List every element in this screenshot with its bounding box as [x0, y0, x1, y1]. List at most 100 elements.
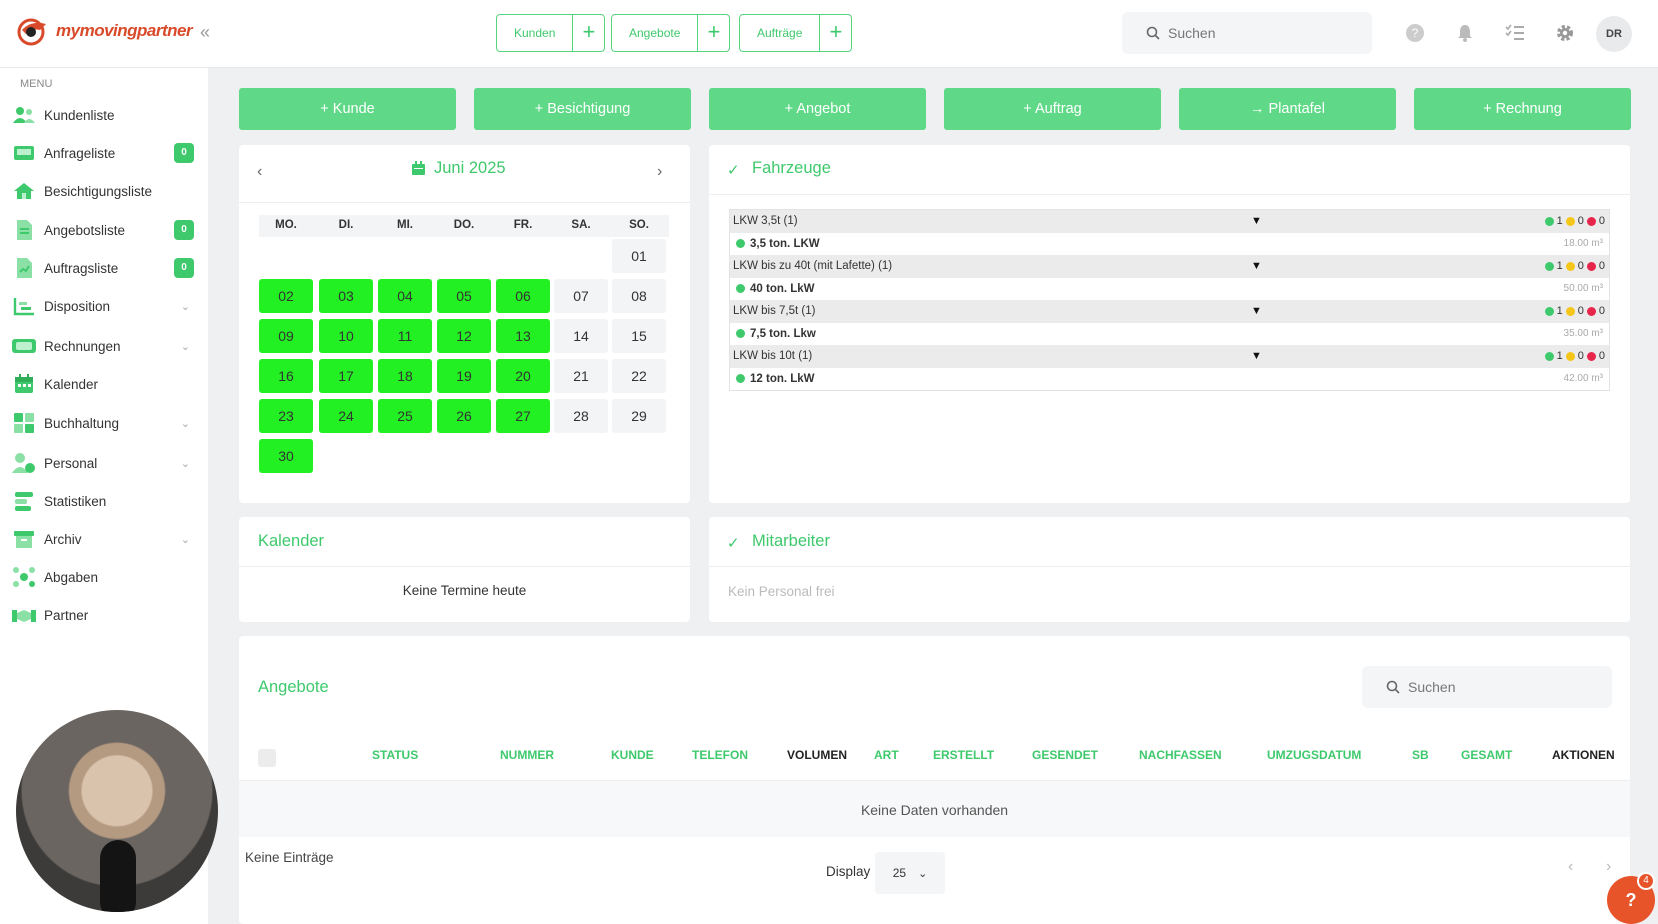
add-rechnung-button[interactable]: + Rechnung — [1414, 88, 1631, 130]
calendar-day[interactable]: 27 — [496, 399, 550, 433]
quick-add-kunden-icon[interactable]: + — [572, 15, 604, 51]
gear-icon[interactable] — [1552, 20, 1578, 46]
calendar-day[interactable]: 15 — [612, 319, 666, 353]
calendar-day[interactable]: 14 — [554, 319, 608, 353]
select-all-checkbox[interactable] — [258, 749, 276, 767]
user-avatar[interactable]: DR — [1596, 16, 1632, 52]
calendar-day[interactable]: 25 — [378, 399, 432, 433]
sidebar-item-kalender[interactable]: Kalender — [10, 369, 200, 399]
expand-triangle-icon[interactable]: ▼ — [1251, 215, 1262, 228]
calendar-day[interactable]: 04 — [378, 279, 432, 313]
sidebar-item-archiv[interactable]: Archiv ⌄ — [10, 524, 200, 554]
prev-page-icon[interactable]: ‹ — [1568, 858, 1574, 875]
column-header-gesendet[interactable]: GESENDET — [1032, 748, 1099, 762]
column-header-nummer[interactable]: NUMMER — [500, 748, 554, 762]
task-list-icon[interactable] — [1502, 20, 1528, 46]
next-page-icon[interactable]: › — [1606, 858, 1612, 875]
calendar-day[interactable]: 22 — [612, 359, 666, 393]
bell-icon[interactable] — [1452, 20, 1478, 46]
calendar-day[interactable]: 18 — [378, 359, 432, 393]
sidebar-item-auftragsliste[interactable]: Auftragsliste 0 — [10, 253, 200, 283]
calendar-day[interactable]: 03 — [319, 279, 373, 313]
expand-triangle-icon[interactable]: ▼ — [1251, 350, 1262, 363]
calendar-day[interactable]: 08 — [612, 279, 666, 313]
sidebar-item-disposition[interactable]: Disposition ⌄ — [10, 291, 200, 321]
collapse-sidebar-icon[interactable]: « — [200, 22, 211, 42]
calendar-icon — [10, 372, 38, 396]
status-dot — [736, 239, 745, 249]
prev-month-icon[interactable]: ‹ — [257, 163, 263, 180]
vehicle-row[interactable]: 7,5 ton. Lkw 35.00 m³ — [730, 323, 1609, 346]
add-kunde-button[interactable]: + Kunde — [239, 88, 456, 130]
sidebar-item-label: Partner — [44, 607, 89, 623]
sidebar-item-angebotsliste[interactable]: Angebotsliste 0 — [10, 215, 200, 245]
quick-auftraege-button[interactable]: Aufträge — [757, 26, 803, 40]
column-header-gesamt[interactable]: GESAMT — [1461, 748, 1513, 762]
calendar-day[interactable]: 21 — [554, 359, 608, 393]
column-header-erstellt[interactable]: ERSTELLT — [933, 748, 995, 762]
calendar-day[interactable]: 09 — [259, 319, 313, 353]
sidebar-item-buchhaltung[interactable]: Buchhaltung ⌄ — [10, 408, 200, 438]
calendar-day[interactable]: 30 — [259, 439, 313, 473]
calendar-day[interactable]: 06 — [496, 279, 550, 313]
vehicle-row[interactable]: 40 ton. LkW 50.00 m³ — [730, 278, 1609, 301]
add-auftrag-button[interactable]: + Auftrag — [944, 88, 1161, 130]
page-size-select[interactable]: 25 ⌄ — [875, 852, 945, 894]
column-header-status[interactable]: STATUS — [372, 748, 419, 762]
column-header-kunde[interactable]: KUNDE — [611, 748, 654, 762]
quick-add-angebote-icon[interactable]: + — [697, 15, 729, 51]
add-besichtigung-button[interactable]: + Besichtigung — [474, 88, 691, 130]
expand-triangle-icon[interactable]: ▼ — [1251, 305, 1262, 318]
calendar-day[interactable]: 12 — [437, 319, 491, 353]
column-header-art[interactable]: ART — [874, 748, 899, 762]
expand-triangle-icon[interactable]: ▼ — [1251, 260, 1262, 273]
calendar-day[interactable]: 23 — [259, 399, 313, 433]
help-icon[interactable]: ? — [1402, 20, 1428, 46]
quick-angebote-button[interactable]: Angebote — [629, 26, 681, 40]
vehicle-row[interactable]: 3,5 ton. LKW 18.00 m³ — [730, 233, 1609, 256]
next-month-icon[interactable]: › — [657, 163, 663, 180]
column-header-volumen[interactable]: VOLUMEN — [787, 748, 847, 762]
sidebar-item-abgaben[interactable]: Abgaben — [10, 562, 200, 592]
calendar-day[interactable]: 17 — [319, 359, 373, 393]
add-angebot-button[interactable]: + Angebot — [709, 88, 926, 130]
calendar-day[interactable]: 05 — [437, 279, 491, 313]
angebote-search-input[interactable]: Suchen — [1362, 666, 1612, 708]
calendar-day[interactable]: 01 — [612, 239, 666, 273]
calendar-day[interactable]: 26 — [437, 399, 491, 433]
column-header-telefon[interactable]: TELEFON — [692, 748, 748, 762]
column-header-nachfassen[interactable]: NACHFASSEN — [1139, 748, 1222, 762]
column-header-sb[interactable]: SB — [1412, 748, 1429, 762]
column-header-umzugsdatum[interactable]: UMZUGSDATUM — [1267, 748, 1362, 762]
sidebar-item-statistiken[interactable]: Statistiken — [10, 486, 200, 516]
calendar-day[interactable]: 28 — [554, 399, 608, 433]
calendar-day[interactable]: 16 — [259, 359, 313, 393]
sidebar-item-personal[interactable]: Personal ⌄ — [10, 448, 200, 478]
help-chat-button[interactable]: ? — [1607, 876, 1655, 924]
brand-logo[interactable]: mymovingpartner — [16, 16, 193, 46]
sidebar-item-besichtigungsliste[interactable]: Besichtigungsliste — [10, 176, 200, 206]
quick-add-auftraege-icon[interactable]: + — [819, 15, 851, 51]
calendar-day[interactable]: 19 — [437, 359, 491, 393]
sidebar-item-rechnungen[interactable]: Rechnungen ⌄ — [10, 331, 200, 361]
plantafel-button[interactable]: → Plantafel — [1179, 88, 1396, 130]
sidebar-item-partner[interactable]: Partner — [10, 600, 200, 630]
calendar-day[interactable]: 02 — [259, 279, 313, 313]
chevron-down-icon: ⌄ — [180, 457, 190, 470]
sidebar-item-anfrageliste[interactable]: Anfrageliste 0 — [10, 138, 200, 168]
calendar-day[interactable]: 20 — [496, 359, 550, 393]
calendar-day[interactable]: 07 — [554, 279, 608, 313]
calendar-day[interactable]: 10 — [319, 319, 373, 353]
calendar-day[interactable]: 13 — [496, 319, 550, 353]
calendar-day[interactable]: 24 — [319, 399, 373, 433]
global-search-input[interactable]: Suchen — [1122, 12, 1372, 54]
calendar-day[interactable]: 29 — [612, 399, 666, 433]
vehicle-row[interactable]: 12 ton. LkW 42.00 m³ — [730, 368, 1609, 391]
quick-kunden-button[interactable]: Kunden — [514, 26, 556, 40]
sidebar-item-kundenliste[interactable]: Kundenliste — [10, 100, 200, 130]
calendar-day[interactable]: 11 — [378, 319, 432, 353]
